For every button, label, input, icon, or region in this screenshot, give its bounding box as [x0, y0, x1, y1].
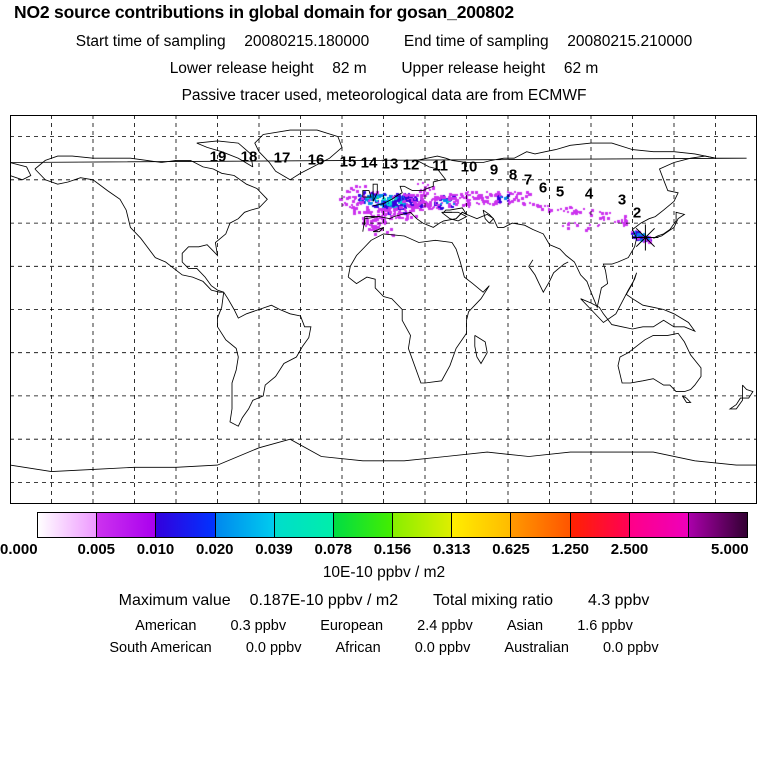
- trajectory-marker-6: 6: [538, 179, 548, 197]
- colorbar-segment-0: [38, 513, 98, 537]
- region-label-american: American: [135, 618, 197, 634]
- colorbar-tick-11: 5.000: [711, 541, 749, 558]
- world-map-svg: [10, 115, 757, 504]
- end-time-value: 20080215.210000: [567, 33, 693, 50]
- sampling-time-row: Start time of sampling 20080215.180000 E…: [0, 33, 768, 51]
- colorbar-segment-10: [629, 513, 689, 537]
- region-label-asian: Asian: [506, 618, 544, 634]
- trajectory-marker-13: 13: [381, 155, 399, 173]
- region-label-african: African: [335, 640, 381, 656]
- page-title: NO2 source contributions in global domai…: [14, 2, 514, 22]
- colorbar-tick-10: 2.500: [610, 541, 649, 558]
- colorbar-tick-0: 0.000: [0, 541, 38, 558]
- start-time-label: Start time of sampling: [75, 33, 226, 50]
- region-label-south-american: South American: [109, 640, 212, 656]
- colorbar-tick-4: 0.039: [255, 541, 293, 558]
- region-value-south-american: 0.0 ppbv: [245, 640, 302, 656]
- colorbar-tick-labels: 0.000 0.005 0.010 0.020 0.039 0.078 0.156 0.313…: [0, 541, 768, 561]
- stats-row-regions-1: American 0.3 ppbv European 2.4 ppbv Asia…: [0, 618, 768, 634]
- upper-release-height-value: 62 m: [563, 60, 599, 77]
- colorbar-segment-11: [688, 513, 748, 537]
- header-panel: NO2 source contributions in global domai…: [0, 0, 768, 112]
- region-value-asian: 1.6 ppbv: [577, 618, 633, 634]
- total-mixing-ratio-value: 4.3 ppbv: [587, 592, 650, 609]
- colorbar-segment-6: [393, 513, 453, 537]
- trajectory-marker-9: 9: [489, 161, 499, 179]
- max-value-value: 0.187E-10 ppbv / m2: [249, 592, 399, 609]
- stats-row-totals: Maximum value 0.187E-10 ppbv / m2 Total …: [0, 592, 768, 610]
- trajectory-marker-4: 4: [584, 185, 594, 203]
- region-value-american: 0.3 ppbv: [230, 618, 287, 634]
- colorbar-panel: 0.000 0.005 0.010 0.020 0.039 0.078 0.156 0.313…: [0, 508, 768, 583]
- colorbar-tick-3: 0.020: [195, 541, 234, 558]
- colorbar-segment-3: [215, 513, 275, 537]
- trajectory-marker-3: 3: [617, 191, 627, 209]
- region-label-australian: Australian: [504, 640, 569, 656]
- colorbar-segment-8: [511, 513, 571, 537]
- trajectory-marker-17: 17: [273, 149, 291, 167]
- max-value-label: Maximum value: [118, 592, 231, 609]
- colorbar-segment-9: [570, 513, 630, 537]
- release-height-row: Lower release height 82 m Upper release …: [0, 60, 768, 78]
- trajectory-marker-14: 14: [360, 154, 378, 172]
- colorbar-segment-1: [97, 513, 157, 537]
- colorbar-tick-9: 1.250: [551, 541, 590, 558]
- colorbar-segment-7: [452, 513, 512, 537]
- trajectory-marker-18: 18: [240, 148, 258, 166]
- start-time-value: 20080215.180000: [244, 33, 370, 50]
- lower-release-height-value: 82 m: [332, 60, 367, 77]
- trajectory-marker-11: 11: [432, 157, 448, 175]
- total-mixing-ratio-label: Total mixing ratio: [433, 592, 554, 609]
- region-value-european: 2.4 ppbv: [417, 618, 473, 634]
- trajectory-marker-16: 16: [307, 151, 325, 169]
- model-note: Passive tracer used, meteorological data…: [181, 87, 587, 104]
- trajectory-marker-5: 5: [555, 183, 565, 201]
- trajectory-marker-12: 12: [402, 156, 420, 174]
- colorbar-tick-7: 0.313: [432, 541, 471, 558]
- end-time-label: End time of sampling: [403, 33, 549, 50]
- colorbar-tick-6: 0.156: [373, 541, 412, 558]
- colorbar-units-label: 10E-10 ppbv / m2: [322, 564, 446, 581]
- trajectory-marker-2: 2: [632, 204, 642, 222]
- colorbar-tick-8: 0.625: [492, 541, 530, 558]
- colorbar-tick-1: 0.005: [77, 541, 116, 558]
- lower-release-height-label: Lower release height: [169, 60, 314, 77]
- region-value-australian: 0.0 ppbv: [602, 640, 659, 656]
- trajectory-marker-10: 10: [460, 158, 478, 176]
- map-container: 19 18 17 16 15 14 13 12 11 10 9 8 7 6 5 4 3 2: [10, 115, 757, 504]
- region-value-african: 0.0 ppbv: [414, 640, 471, 656]
- trajectory-marker-7: 7: [523, 171, 533, 189]
- colorbar-gradient: [37, 512, 748, 538]
- trajectory-label-layer: 19 18 17 16 15 14 13 12 11 10 9 8 7 6 5 4 3 2: [10, 115, 757, 504]
- trajectory-marker-19: 19: [209, 148, 227, 166]
- colorbar-segment-5: [333, 513, 394, 537]
- colorbar-segment-4: [274, 513, 334, 537]
- colorbar-tick-5: 0.078: [314, 541, 353, 558]
- colorbar-segment-2: [156, 513, 216, 537]
- stats-row-regions-2: South American 0.0 ppbv African 0.0 ppbv…: [0, 640, 768, 656]
- upper-release-height-label: Upper release height: [401, 60, 546, 77]
- colorbar-tick-2: 0.010: [136, 541, 175, 558]
- trajectory-marker-8: 8: [508, 166, 518, 184]
- trajectory-marker-15: 15: [339, 153, 357, 171]
- region-label-european: European: [320, 618, 384, 634]
